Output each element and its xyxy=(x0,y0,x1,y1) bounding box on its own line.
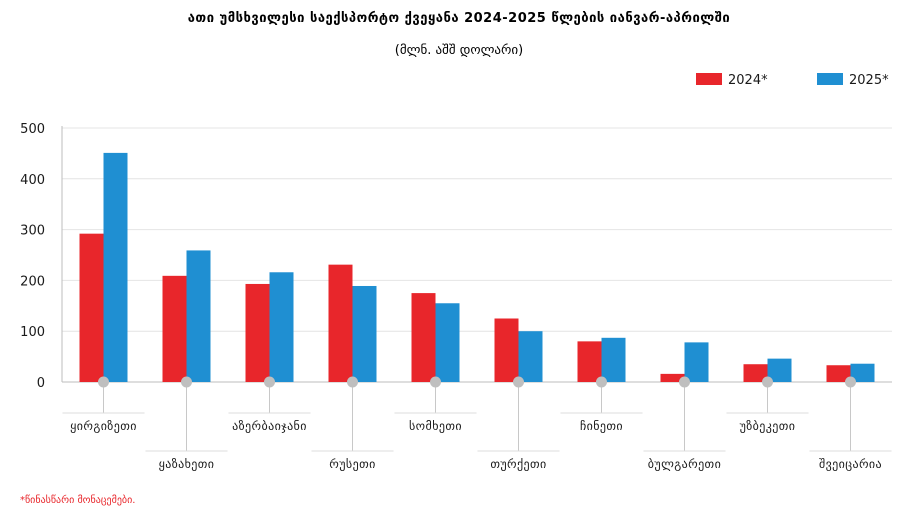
category-label: თურქეთი xyxy=(490,457,546,471)
category-marker xyxy=(181,376,192,388)
y-tick-label: 500 xyxy=(20,122,45,137)
bar-2024-2 xyxy=(162,275,187,382)
bars xyxy=(79,152,875,382)
y-tick-label: 300 xyxy=(20,224,45,239)
category-marker xyxy=(845,376,856,388)
category-label: ყირგიზეთი xyxy=(70,419,137,433)
bar-2024-3 xyxy=(245,283,270,382)
category-label: ყაზახეთი xyxy=(159,457,215,471)
bar-2024-9 xyxy=(743,364,768,382)
bar-2025-1 xyxy=(103,152,128,382)
footnote: *წინასწარი მონაცემები. xyxy=(20,494,135,506)
bar-2024-7 xyxy=(577,341,602,382)
chart-subtitle: (მლნ. აშშ დოლარი) xyxy=(395,43,523,58)
bar-2024-1 xyxy=(79,233,104,382)
bar-2024-5 xyxy=(411,293,436,382)
category-marker xyxy=(513,376,524,388)
category-label: ჩინეთი xyxy=(580,419,623,433)
bar-2024-8 xyxy=(660,373,685,382)
category-label: ბულგარეთი xyxy=(648,457,721,471)
category-marker xyxy=(98,376,109,388)
category-label: რუსეთი xyxy=(329,457,375,471)
bar-2024-4 xyxy=(328,264,353,382)
category-marker xyxy=(347,376,358,388)
y-tick-label: 200 xyxy=(20,274,45,289)
bar-2025-4 xyxy=(352,285,377,382)
bar-2024-6 xyxy=(494,318,519,382)
bar-2025-7 xyxy=(601,337,626,382)
category-label: აზერბაიჯანი xyxy=(232,419,307,433)
y-tick-label: 400 xyxy=(20,173,45,188)
legend-label-2024: 2024* xyxy=(728,73,768,88)
legend: 2024* 2025* xyxy=(696,73,889,88)
bar-2025-3 xyxy=(269,272,294,382)
y-tick-label: 0 xyxy=(37,376,45,391)
bar-2025-9 xyxy=(767,358,792,382)
legend-label-2025: 2025* xyxy=(849,73,889,88)
bar-2025-6 xyxy=(518,331,543,382)
bar-2025-10 xyxy=(850,363,875,382)
legend-swatch-2024 xyxy=(696,73,722,85)
bar-2024-10 xyxy=(826,365,851,382)
category-marker xyxy=(264,376,275,388)
category-marker xyxy=(596,376,607,388)
category-label: სომხეთი xyxy=(409,419,462,433)
bar-2025-8 xyxy=(684,342,709,382)
category-marker xyxy=(762,376,773,388)
x-axis: ყირგიზეთი ყაზახეთი აზერბაიჯანი რუსეთი სომხეთ… xyxy=(62,376,892,471)
bar-2025-5 xyxy=(435,303,460,382)
category-marker xyxy=(430,376,441,388)
category-label: უზბეკეთი xyxy=(740,419,796,433)
y-tick-label: 100 xyxy=(20,325,45,340)
legend-swatch-2025 xyxy=(817,73,843,85)
category-label: შვეიცარია xyxy=(819,457,882,471)
category-marker xyxy=(679,376,690,388)
bar-2025-2 xyxy=(186,250,211,382)
chart-title: ათი უმსხვილესი საექსპორტო ქვეყანა 2024-2… xyxy=(188,11,731,26)
